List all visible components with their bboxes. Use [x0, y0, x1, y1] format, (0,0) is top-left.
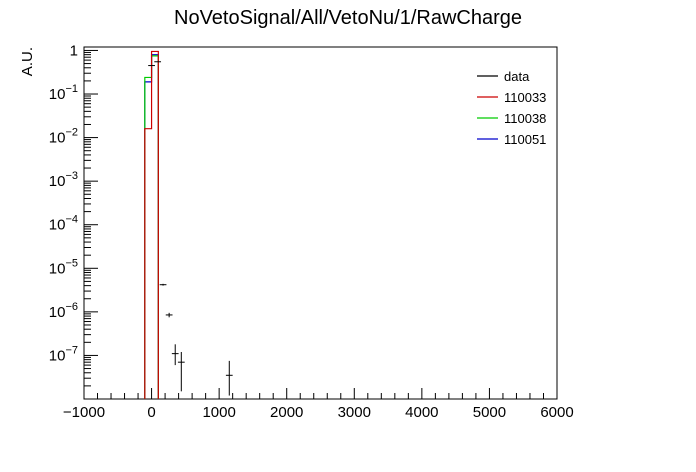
y-tick-label: 1: [70, 42, 78, 59]
legend-entry: data: [504, 69, 530, 84]
x-tick-label: 0: [147, 404, 155, 421]
x-tick-label: 2000: [270, 404, 303, 421]
chart-title: NoVetoSignal/All/VetoNu/1/RawCharge: [174, 7, 522, 29]
x-tick-label: 5000: [473, 404, 506, 421]
y-tick-label: 10−3: [49, 170, 78, 190]
y-axis-label: A.U.: [19, 47, 36, 76]
plot-frame: [83, 46, 558, 400]
legend-entry: 110033: [504, 90, 546, 105]
y-tick-label: 10−1: [49, 83, 78, 103]
y-tick-label: 10−6: [49, 301, 78, 321]
data-point: [177, 351, 185, 392]
y-tick-label: 10−7: [49, 344, 78, 364]
x-tick-label: 3000: [338, 404, 371, 421]
x-tick-label: −1000: [63, 404, 105, 421]
x-tick-label: 6000: [540, 404, 573, 421]
y-tick-label: 10−5: [49, 257, 78, 277]
data-point: [171, 344, 179, 366]
data-point: [159, 283, 167, 286]
legend-entry: 110038: [504, 111, 546, 126]
data-point: [165, 312, 173, 318]
y-tick-label: 10−2: [49, 127, 78, 147]
x-tick-label: 4000: [405, 404, 438, 421]
x-tick-label: 1000: [202, 404, 235, 421]
y-tick-label: 10−4: [49, 214, 78, 234]
data-point: [225, 360, 233, 396]
series-110033-histogram: [144, 50, 159, 399]
legend-entry: 110051: [504, 132, 546, 147]
